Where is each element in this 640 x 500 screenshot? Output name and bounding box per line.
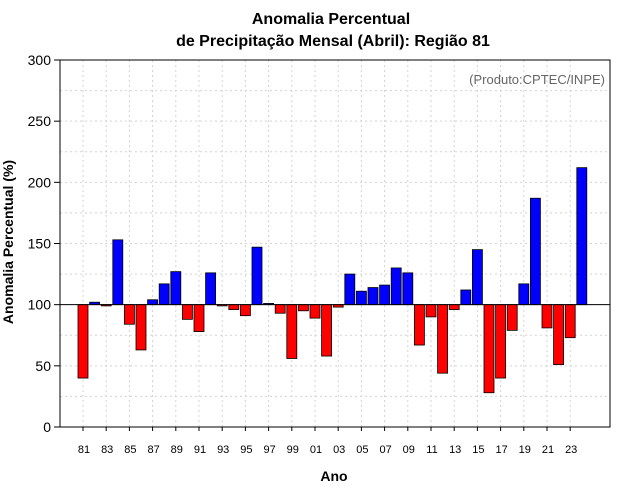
bar-22 [553,304,564,366]
bar-90 [181,304,193,320]
x-tick-label: 13 [449,444,461,456]
credit-label: (Produto:CPTEC/INPE) [469,72,605,87]
bar-19 [518,283,530,306]
y-tick-label: 100 [28,297,52,313]
x-tick-label: 05 [356,444,368,456]
bar-15 [471,249,483,306]
y-tick-label: 50 [35,358,51,374]
bar-23 [564,304,576,339]
bar-86 [135,304,147,351]
x-tick-label: 93 [217,444,229,456]
x-tick-label: 83 [101,444,113,456]
bar-16 [483,304,495,394]
x-tick-label: 03 [333,444,345,456]
bar-87 [147,299,159,306]
y-axis-label: Anomalia Percentual (%) [0,160,16,324]
x-tick-label: 91 [194,444,206,456]
bar-81 [77,304,89,379]
x-tick-label: 17 [495,444,507,456]
bar-01 [309,304,321,319]
bar-17 [495,304,507,379]
x-tick-label: 23 [565,444,577,456]
x-axis-label: Ano [320,468,347,484]
y-tick-label: 0 [43,419,51,435]
x-tick-label: 97 [263,444,275,456]
x-tick-label: 19 [519,444,531,456]
bar-06 [367,287,379,306]
chart-title-line1: Anomalia Percentual [252,11,410,28]
x-tick-label: 11 [426,444,437,456]
x-tick-label: 09 [403,444,415,456]
chart-title-line2: de Precipitação Mensal (Abril): Região 8… [176,33,490,50]
bar-18 [506,304,518,331]
y-tick-label: 250 [28,113,52,129]
x-tick-label: 89 [171,444,183,456]
bar-94 [228,304,240,310]
y-tick-label: 200 [28,174,52,190]
x-tick-label: 87 [147,444,159,456]
bar-21 [541,304,553,329]
y-tick-label: 300 [28,52,52,68]
bar-10 [413,304,425,346]
bar-98 [274,304,286,314]
x-tick-label: 15 [472,444,484,456]
bar-13 [448,304,460,310]
x-tick-label: 07 [379,444,391,456]
bar-04 [344,273,356,306]
grid-layer [60,60,610,427]
bar-95 [239,304,251,317]
bar-05 [355,290,367,306]
bar-00 [297,304,309,312]
x-tick-label: 85 [124,444,136,456]
bar-91 [193,304,205,332]
bar-08 [390,267,402,306]
bars-layer [77,167,588,394]
bar-24 [576,167,588,306]
bar-89 [170,271,182,306]
bar-11 [425,304,437,318]
bar-12 [437,304,449,374]
bar-85 [124,304,135,325]
x-tick-label: 81 [78,444,90,456]
bar-02 [321,304,333,357]
x-tick-label: 21 [542,444,554,456]
bar-88 [158,283,170,306]
bar-96 [251,246,263,306]
x-tick-label: 95 [240,444,252,456]
bar-20 [530,197,541,306]
bar-99 [286,304,298,359]
bar-92 [205,272,217,306]
y-tick-label: 150 [28,236,52,252]
bar-14 [460,289,472,306]
x-tick-label: 99 [287,444,299,456]
bar-07 [379,284,391,306]
bar-09 [402,272,414,306]
x-tick-label: 01 [310,444,322,456]
bar-84 [112,239,124,306]
